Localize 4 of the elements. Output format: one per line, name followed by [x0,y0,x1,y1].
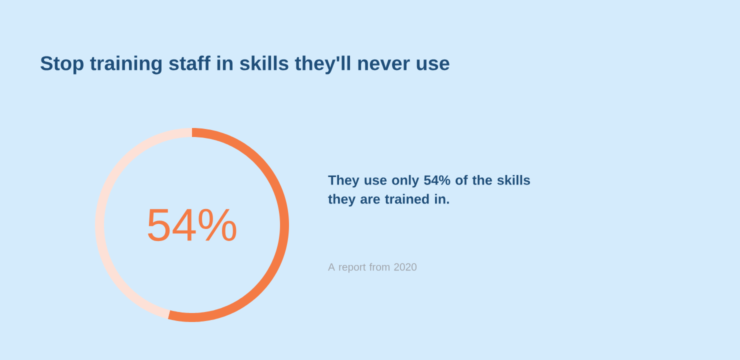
chart-title: Stop training staff in skills they'll never use [40,56,450,74]
text: A report from 2020 [328,263,417,273]
text: They use only 54% of the skills they are trained in. [328,174,530,206]
text: 54% [148,208,236,242]
